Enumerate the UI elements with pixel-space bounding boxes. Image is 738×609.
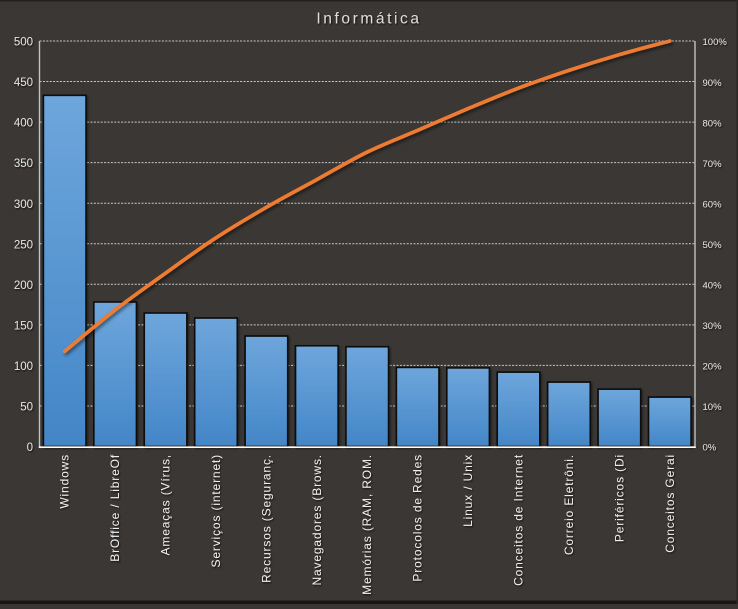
svg-text:BrOffice / LibreOf: BrOffice / LibreOf: [108, 454, 122, 562]
svg-text:300: 300: [14, 199, 33, 211]
svg-text:30%: 30%: [703, 321, 723, 332]
svg-text:Navegadores (Brows.: Navegadores (Brows.: [310, 454, 324, 586]
svg-text:Informática: Informática: [316, 11, 421, 28]
svg-text:40%: 40%: [703, 281, 723, 292]
svg-text:100: 100: [14, 361, 33, 373]
svg-text:500: 500: [14, 37, 33, 49]
svg-text:60%: 60%: [703, 199, 723, 210]
svg-text:80%: 80%: [703, 118, 723, 129]
svg-text:400: 400: [14, 118, 33, 130]
svg-text:10%: 10%: [703, 402, 723, 413]
svg-text:90%: 90%: [703, 78, 723, 89]
svg-text:50%: 50%: [703, 240, 723, 251]
svg-text:150: 150: [14, 321, 33, 333]
svg-text:70%: 70%: [703, 159, 723, 170]
svg-text:250: 250: [14, 239, 33, 251]
svg-text:200: 200: [14, 280, 33, 292]
svg-text:Memórias (RAM, ROM.: Memórias (RAM, ROM.: [360, 454, 374, 595]
svg-text:Recursos (Seguranç.: Recursos (Seguranç.: [259, 454, 273, 583]
svg-text:Conceitos Gerai: Conceitos Gerai: [663, 454, 677, 553]
svg-text:0: 0: [27, 442, 33, 454]
svg-text:350: 350: [14, 158, 33, 170]
svg-text:Protocolos de Redes: Protocolos de Redes: [411, 454, 425, 582]
svg-text:0%: 0%: [703, 443, 717, 454]
svg-text:50: 50: [20, 402, 33, 414]
svg-text:100%: 100%: [703, 37, 728, 48]
svg-text:Correio Eletrôni.: Correio Eletrôni.: [562, 454, 576, 555]
svg-text:450: 450: [14, 77, 33, 89]
svg-text:20%: 20%: [703, 362, 723, 373]
svg-text:Windows: Windows: [58, 454, 72, 509]
svg-text:Serviços (internet): Serviços (internet): [209, 454, 223, 568]
svg-text:Periféricos (Di: Periféricos (Di: [612, 454, 626, 542]
svg-text:Linux / Unix: Linux / Unix: [461, 454, 475, 527]
svg-text:Ameaças (Vírus,: Ameaças (Vírus,: [159, 454, 173, 555]
svg-text:Conceitos de Internet: Conceitos de Internet: [512, 454, 526, 586]
